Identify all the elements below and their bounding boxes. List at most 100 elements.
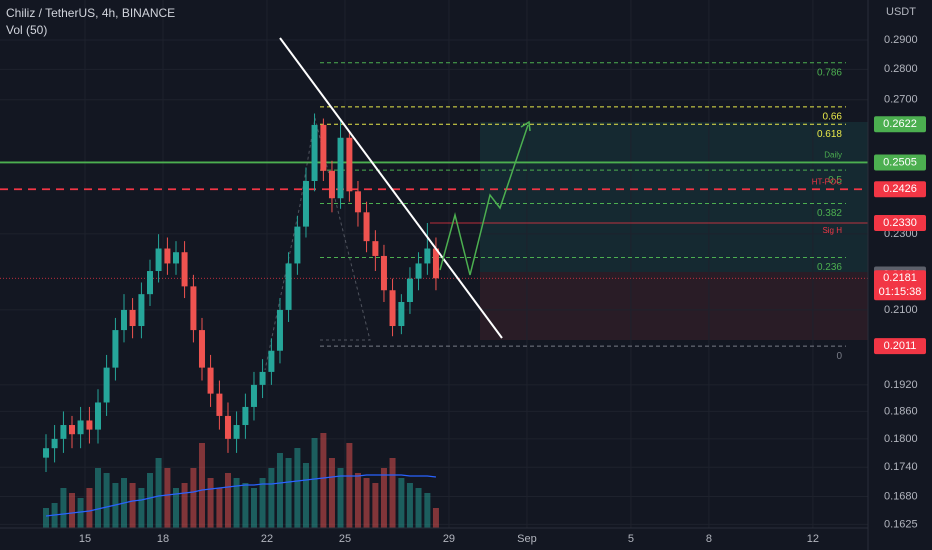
volume-bar — [268, 468, 275, 528]
volume-bar — [190, 468, 197, 528]
volume-bar — [320, 433, 327, 528]
volume-bar — [424, 493, 431, 528]
candle-body — [311, 124, 318, 182]
volume-bar — [346, 443, 353, 528]
x-tick-label: 18 — [157, 533, 169, 545]
candle-body — [86, 420, 93, 430]
volume-bar — [60, 488, 67, 528]
volume-bar — [181, 483, 188, 528]
price-label-box — [874, 116, 926, 133]
candle-body — [389, 290, 396, 327]
price-label-box — [874, 181, 926, 198]
candle-body — [77, 420, 84, 435]
volume-bar — [389, 458, 396, 528]
y-tick-label: 0.1680 — [884, 490, 918, 502]
candle-body — [43, 448, 50, 458]
candle-body — [112, 330, 119, 368]
fib-label: 0.66 — [823, 112, 843, 123]
last-price-label: 0.2181 — [883, 272, 917, 284]
volume-bar — [172, 488, 179, 528]
volume-bar — [432, 508, 439, 528]
volume-bar — [43, 508, 50, 528]
x-tick-label: 12 — [807, 533, 819, 545]
last-price-box — [874, 270, 926, 301]
candle-body — [190, 286, 197, 331]
countdown: 01:15:38 — [879, 286, 922, 298]
candle-body — [146, 271, 153, 295]
volume-bar — [294, 448, 301, 528]
fib-label: 0.5 — [828, 175, 842, 186]
candle-body — [121, 309, 127, 331]
fib-label: 0 — [836, 351, 842, 362]
volume-bar — [372, 483, 379, 528]
candle-body — [406, 278, 413, 303]
candle-body — [181, 252, 188, 287]
y-tick-label: 0.1860 — [884, 405, 918, 417]
projection — [439, 124, 529, 276]
volume-bar — [398, 478, 405, 528]
candle-body — [354, 191, 361, 213]
y-tick-label: 0.2100 — [884, 304, 918, 316]
candle-body — [155, 248, 162, 272]
volume-bar — [95, 468, 102, 528]
projection-arrow — [520, 120, 531, 132]
candle-body — [415, 263, 422, 279]
volume-bar — [86, 488, 93, 528]
candles — [43, 113, 439, 473]
y-tick-label: 0.1920 — [884, 379, 918, 391]
volume-bar — [276, 453, 283, 528]
candle-body — [432, 248, 439, 279]
volume-bar — [328, 458, 335, 528]
candle-body — [372, 241, 379, 256]
y-tick-label: 0.2700 — [884, 94, 918, 106]
y-tick-label: 0.1625 — [884, 518, 918, 530]
price-label: 0.2505 — [883, 156, 917, 168]
candle-body — [268, 350, 275, 372]
trendline — [279, 37, 503, 339]
volume-bar — [155, 458, 162, 528]
volume-bar — [164, 468, 171, 528]
axis-unit: USDT — [886, 6, 916, 18]
price-label-box — [874, 338, 926, 355]
target-zone — [480, 122, 868, 272]
candle-body — [164, 248, 171, 264]
volume-bar — [198, 443, 205, 528]
volume-bar — [233, 478, 240, 528]
candle-body — [259, 371, 266, 385]
candle-body — [363, 212, 370, 242]
volume-bar — [77, 498, 84, 528]
volume-bar — [216, 488, 223, 528]
indicator-label: Vol (50) — [6, 23, 47, 37]
volume-bar — [354, 473, 361, 528]
candle-body — [337, 137, 344, 199]
price-label-box — [874, 215, 926, 232]
candle-body — [51, 438, 58, 449]
candle-body — [320, 124, 327, 171]
candle-body — [60, 425, 67, 439]
candle-body — [224, 415, 231, 439]
fib-label: 0.236 — [817, 262, 842, 273]
price-label: 0.2330 — [883, 217, 917, 229]
price-label: 0.2426 — [883, 183, 917, 195]
candle-body — [346, 137, 353, 192]
candle-body — [129, 309, 136, 327]
x-tick-label: Sep — [517, 533, 537, 545]
levels: 0.786 0.66 0.618 0.5 0.382 0.236 0 Daily HT-POC S… — [0, 62, 868, 362]
x-tick-label: 8 — [706, 533, 712, 545]
candle-body — [172, 252, 179, 264]
volume-bar — [224, 473, 231, 528]
y-tick-label: 0.2900 — [884, 34, 918, 46]
volume-bar — [250, 488, 257, 528]
y-tick-label: 0.1800 — [884, 433, 918, 445]
volume-bar — [138, 488, 145, 528]
candle-body — [398, 302, 405, 327]
x-tick-label: 5 — [628, 533, 634, 545]
candle-body — [242, 406, 249, 426]
x-tick-label: 29 — [443, 533, 455, 545]
candle-body — [207, 367, 214, 394]
volume-bar — [380, 468, 387, 528]
volume-bar — [242, 483, 249, 528]
